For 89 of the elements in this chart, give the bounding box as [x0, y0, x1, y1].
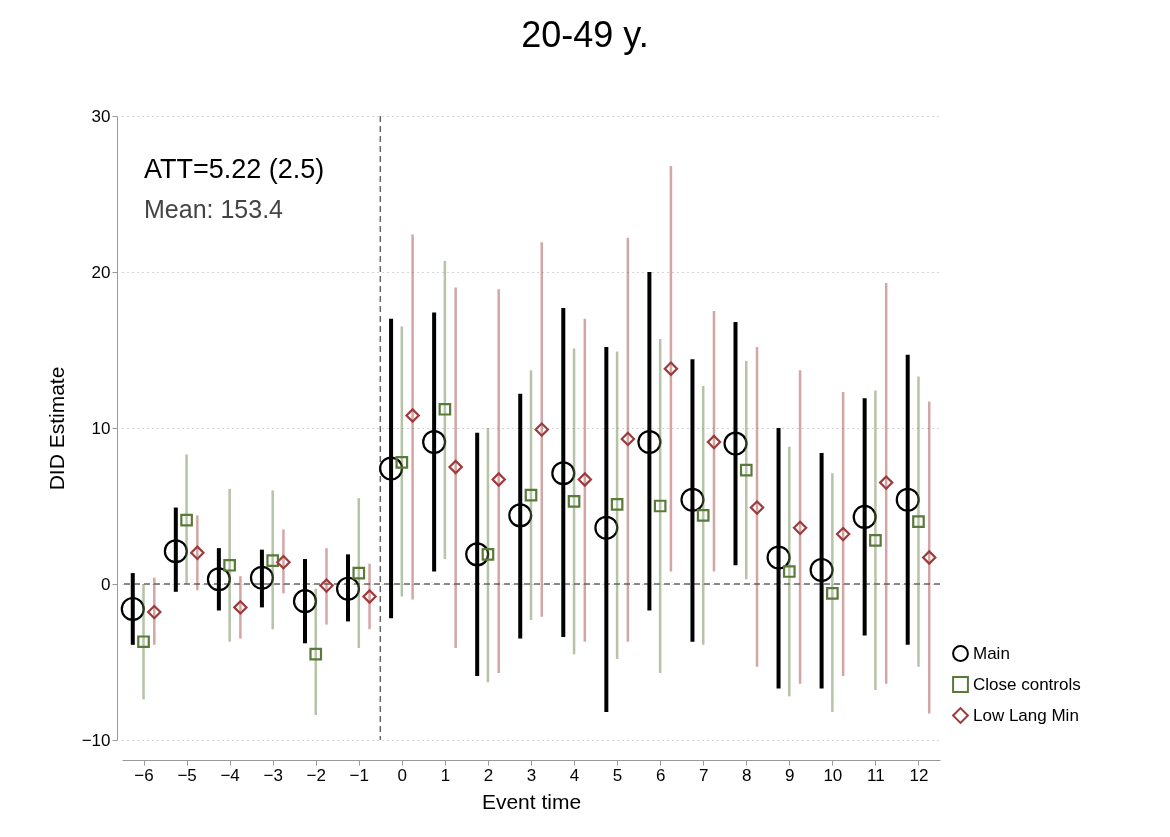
x-tick-label: −2 [306, 765, 326, 785]
annotation: ATT=5.22 (2.5) [144, 154, 325, 184]
x-tick-label: 12 [909, 765, 929, 785]
point [782, 565, 796, 578]
point [680, 487, 705, 512]
point [508, 503, 533, 528]
annotation: Mean: 153.4 [144, 195, 284, 223]
point [852, 504, 877, 529]
point [438, 402, 452, 416]
legend-label: Close controls [973, 674, 1081, 694]
point [448, 459, 463, 475]
point [534, 422, 549, 437]
point [319, 578, 334, 593]
point [610, 498, 624, 511]
point [524, 488, 538, 502]
point [233, 600, 248, 615]
point [379, 456, 404, 481]
x-tick-label: 3 [526, 765, 537, 785]
point [147, 604, 162, 620]
point [190, 545, 205, 561]
point [551, 461, 576, 486]
point [766, 545, 791, 570]
x-tick-label: 9 [785, 765, 795, 785]
point [663, 361, 679, 376]
y-tick-label: 10 [91, 418, 111, 438]
y-tick-label: −10 [81, 730, 111, 750]
x-axis-title: Event time [481, 789, 582, 813]
y-axis-title: DID Estimate [44, 366, 68, 491]
y-tick-label: 20 [91, 262, 111, 282]
point [223, 558, 236, 572]
point [206, 567, 231, 592]
point [266, 554, 280, 567]
y-tick-label: 30 [91, 106, 111, 126]
x-tick-label: 2 [483, 765, 494, 785]
point [577, 472, 593, 487]
point [292, 589, 318, 614]
x-tick-label: 0 [397, 765, 408, 785]
point [922, 550, 937, 565]
point [567, 494, 581, 508]
x-tick-label: −4 [220, 765, 240, 785]
x-tick-label: 11 [867, 765, 885, 785]
x-tick-label: 10 [823, 765, 843, 785]
legend-label: Low Lang Min [973, 705, 1079, 725]
point [405, 408, 420, 423]
x-tick-label: −5 [177, 765, 197, 785]
x-tick-label: 1 [440, 765, 451, 785]
point [422, 430, 447, 455]
point [826, 587, 839, 600]
point [180, 513, 193, 527]
legend-label: Main [973, 643, 1010, 663]
point [835, 526, 851, 542]
x-tick-label: 4 [569, 765, 580, 785]
point [739, 463, 753, 477]
y-tick-label: 0 [101, 574, 111, 594]
point [696, 509, 710, 522]
point [491, 472, 506, 487]
point [481, 548, 495, 561]
point [912, 515, 925, 528]
x-tick-label: 5 [612, 765, 623, 785]
point [653, 499, 667, 513]
point [335, 576, 361, 601]
point [137, 635, 150, 649]
point [249, 565, 274, 590]
point [723, 431, 748, 456]
point [352, 566, 366, 580]
point [362, 589, 377, 604]
point [465, 542, 490, 567]
point [895, 487, 920, 512]
x-tick-label: 8 [742, 765, 752, 785]
point [120, 596, 145, 621]
x-tick-label: −1 [349, 765, 369, 785]
point [620, 431, 636, 447]
point [878, 475, 894, 490]
point [749, 500, 765, 515]
point [395, 455, 409, 469]
x-tick-label: −6 [134, 765, 154, 785]
point [869, 533, 882, 547]
x-tick-label: −3 [263, 765, 283, 785]
chart-title: 20-49 y. [521, 14, 649, 55]
point [276, 554, 291, 570]
point [792, 520, 808, 536]
point [594, 515, 619, 540]
point [637, 430, 662, 455]
point [706, 434, 722, 450]
x-tick-label: 6 [655, 765, 666, 785]
x-tick-label: 7 [698, 765, 709, 785]
point [809, 557, 834, 582]
point [163, 539, 188, 564]
point [309, 647, 323, 661]
